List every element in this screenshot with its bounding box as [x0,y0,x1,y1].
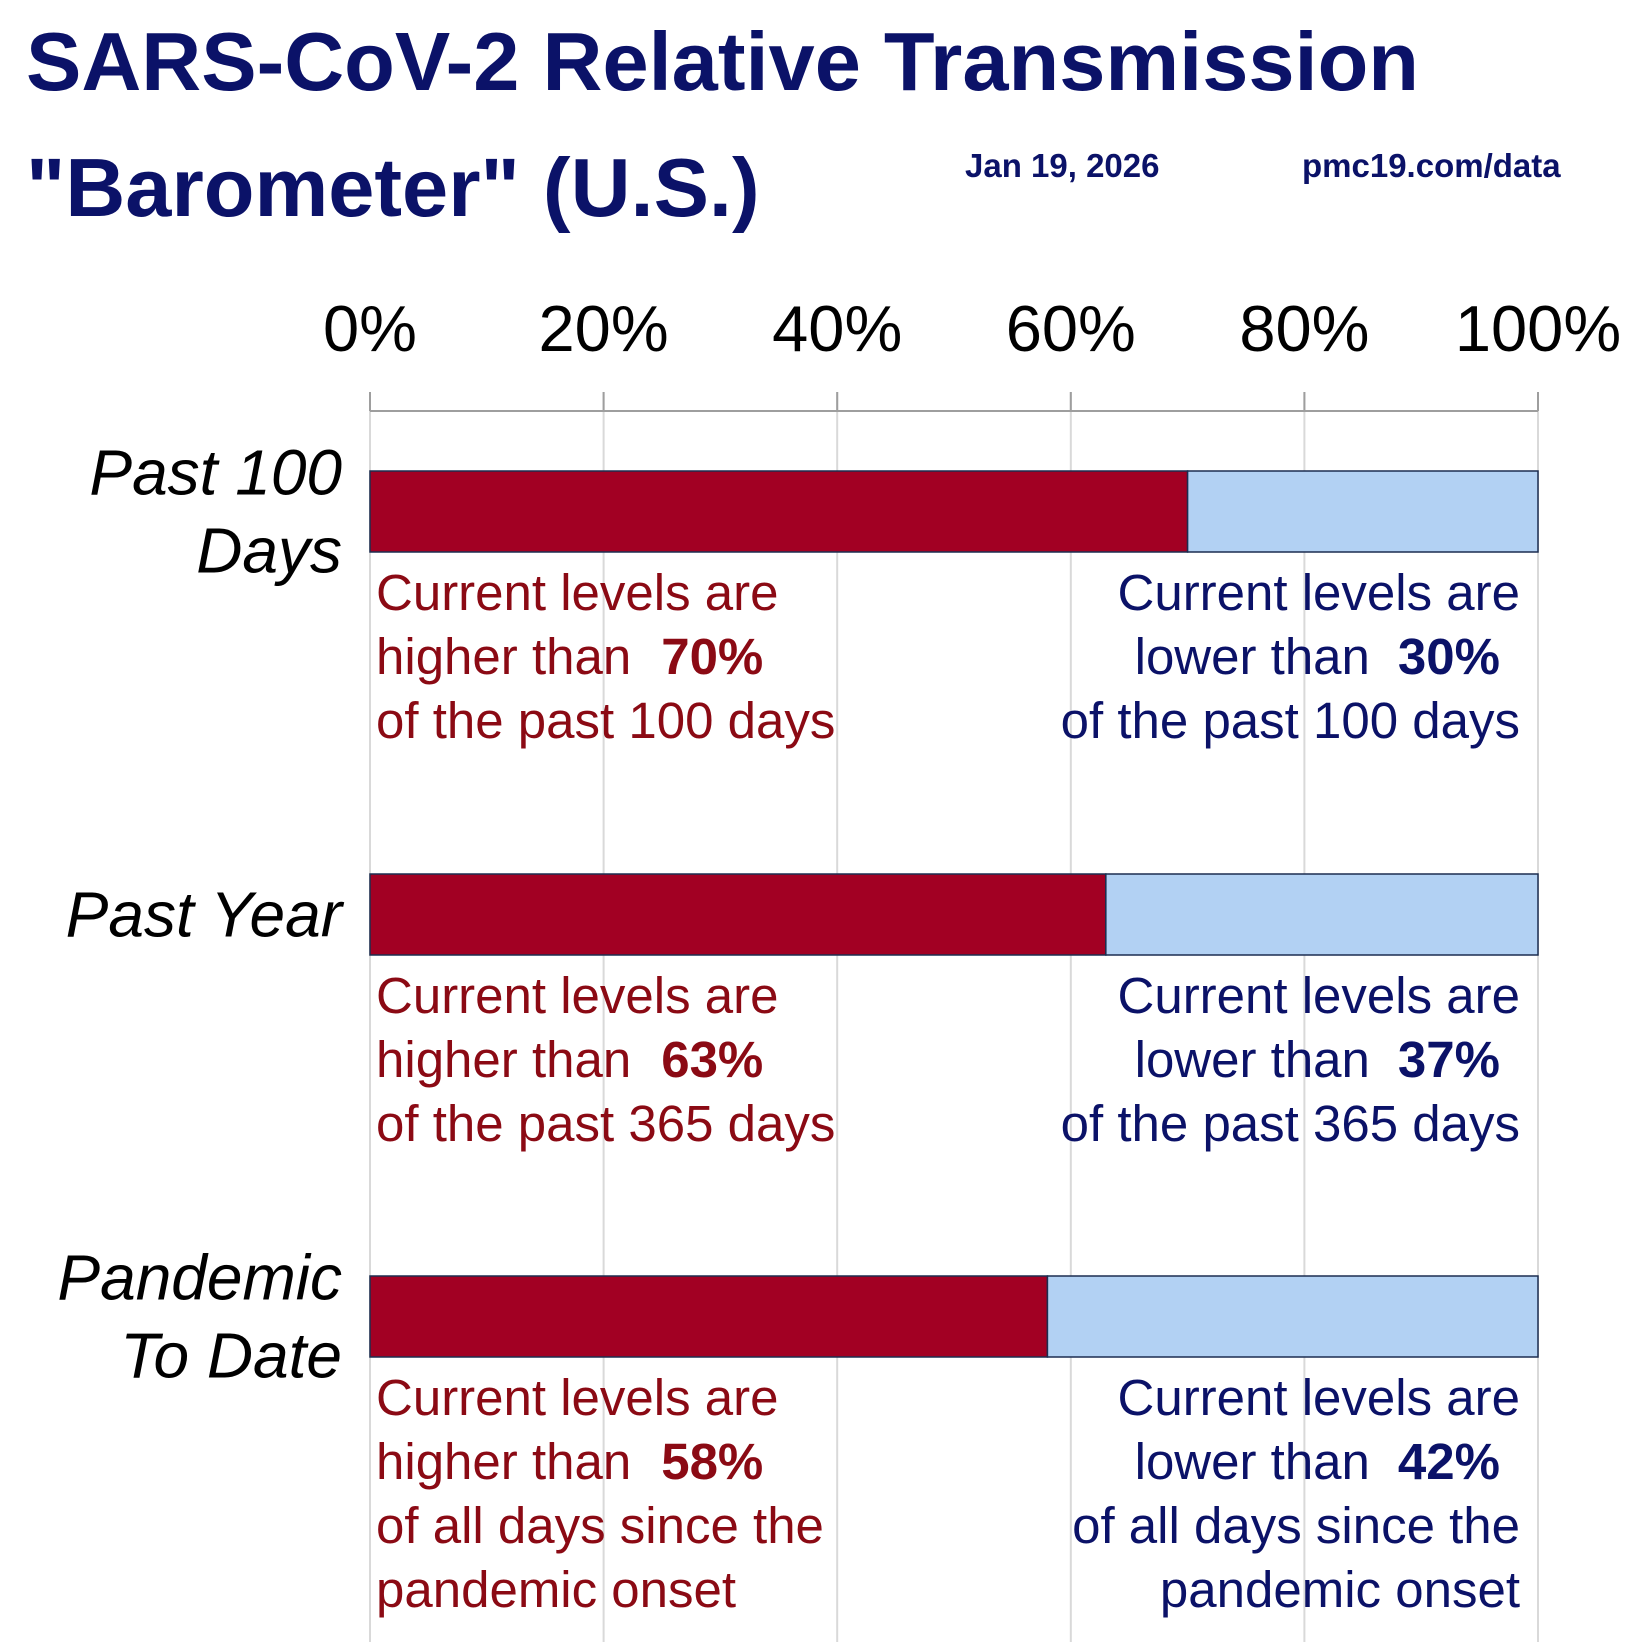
annotation-higher-prefix: higher than [376,1031,631,1088]
annotation-lower-prefix: lower than [1135,1433,1370,1490]
annotation-lower-line: pandemic onset [1160,1561,1520,1618]
category-label: To Date [120,1320,342,1392]
annotation-lower-line: of the past 100 days [1061,692,1520,749]
x-tick-label: 40% [772,292,902,365]
chart-title-line-2: "Barometer" (U.S.) [26,141,760,234]
annotation-higher-line: higher than 63% [376,1031,763,1088]
annotation-lower-line: lower than 37% [1135,1031,1500,1088]
x-tick-label: 0% [323,292,417,365]
chart-date: Jan 19, 2026 [965,147,1160,184]
bar-segment-higher [369,470,1189,553]
x-tick-label: 20% [539,292,669,365]
annotation-higher-value: 63% [661,1031,763,1088]
annotation-higher-line: higher than 70% [376,628,763,685]
category-label: Past 100 [89,437,342,509]
annotation-lower-line: of all days since the [1072,1497,1520,1554]
annotation-lower-line: of the past 365 days [1061,1095,1520,1152]
annotation-lower-line: Current levels are [1118,564,1521,621]
bar-segment-higher [369,873,1107,956]
annotation-lower-line: Current levels are [1118,1369,1521,1426]
x-tick-label: 80% [1239,292,1369,365]
annotation-higher-line: pandemic onset [376,1561,736,1618]
annotation-lower-prefix: lower than [1135,1031,1370,1088]
annotation-lower-line: Current levels are [1118,967,1521,1024]
annotation-higher-line: of the past 365 days [376,1095,835,1152]
annotation-lower-value: 42% [1398,1433,1500,1490]
annotation-higher-line: Current levels are [376,967,779,1024]
x-tick-label: 60% [1006,292,1136,365]
category-label: Past Year [66,879,345,951]
annotation-lower-value: 37% [1398,1031,1500,1088]
annotation-higher-line: Current levels are [376,564,779,621]
bar-segment-lower [1186,470,1539,553]
x-tick-label: 100% [1455,292,1621,365]
annotation-lower-line: lower than 42% [1135,1433,1500,1490]
annotation-higher-value: 70% [661,628,763,685]
annotation-higher-prefix: higher than [376,628,631,685]
annotation-higher-line: of the past 100 days [376,692,835,749]
bar-segment-higher [369,1275,1049,1358]
category-label: Pandemic [57,1242,342,1314]
annotation-lower-line: lower than 30% [1135,628,1500,685]
category-label: Days [196,515,342,587]
chart-title-line-1: SARS-CoV-2 Relative Transmission [26,15,1420,108]
annotation-lower-value: 30% [1398,628,1500,685]
chart-source: pmc19.com/data [1302,147,1561,184]
annotation-higher-line: Current levels are [376,1369,779,1426]
annotation-higher-value: 58% [661,1433,763,1490]
annotation-lower-prefix: lower than [1135,628,1370,685]
annotation-higher-prefix: higher than [376,1433,631,1490]
bar-segment-lower [1046,1275,1539,1358]
annotation-higher-line: of all days since the [376,1497,824,1554]
bar-segment-lower [1105,873,1539,956]
annotation-higher-line: higher than 58% [376,1433,763,1490]
